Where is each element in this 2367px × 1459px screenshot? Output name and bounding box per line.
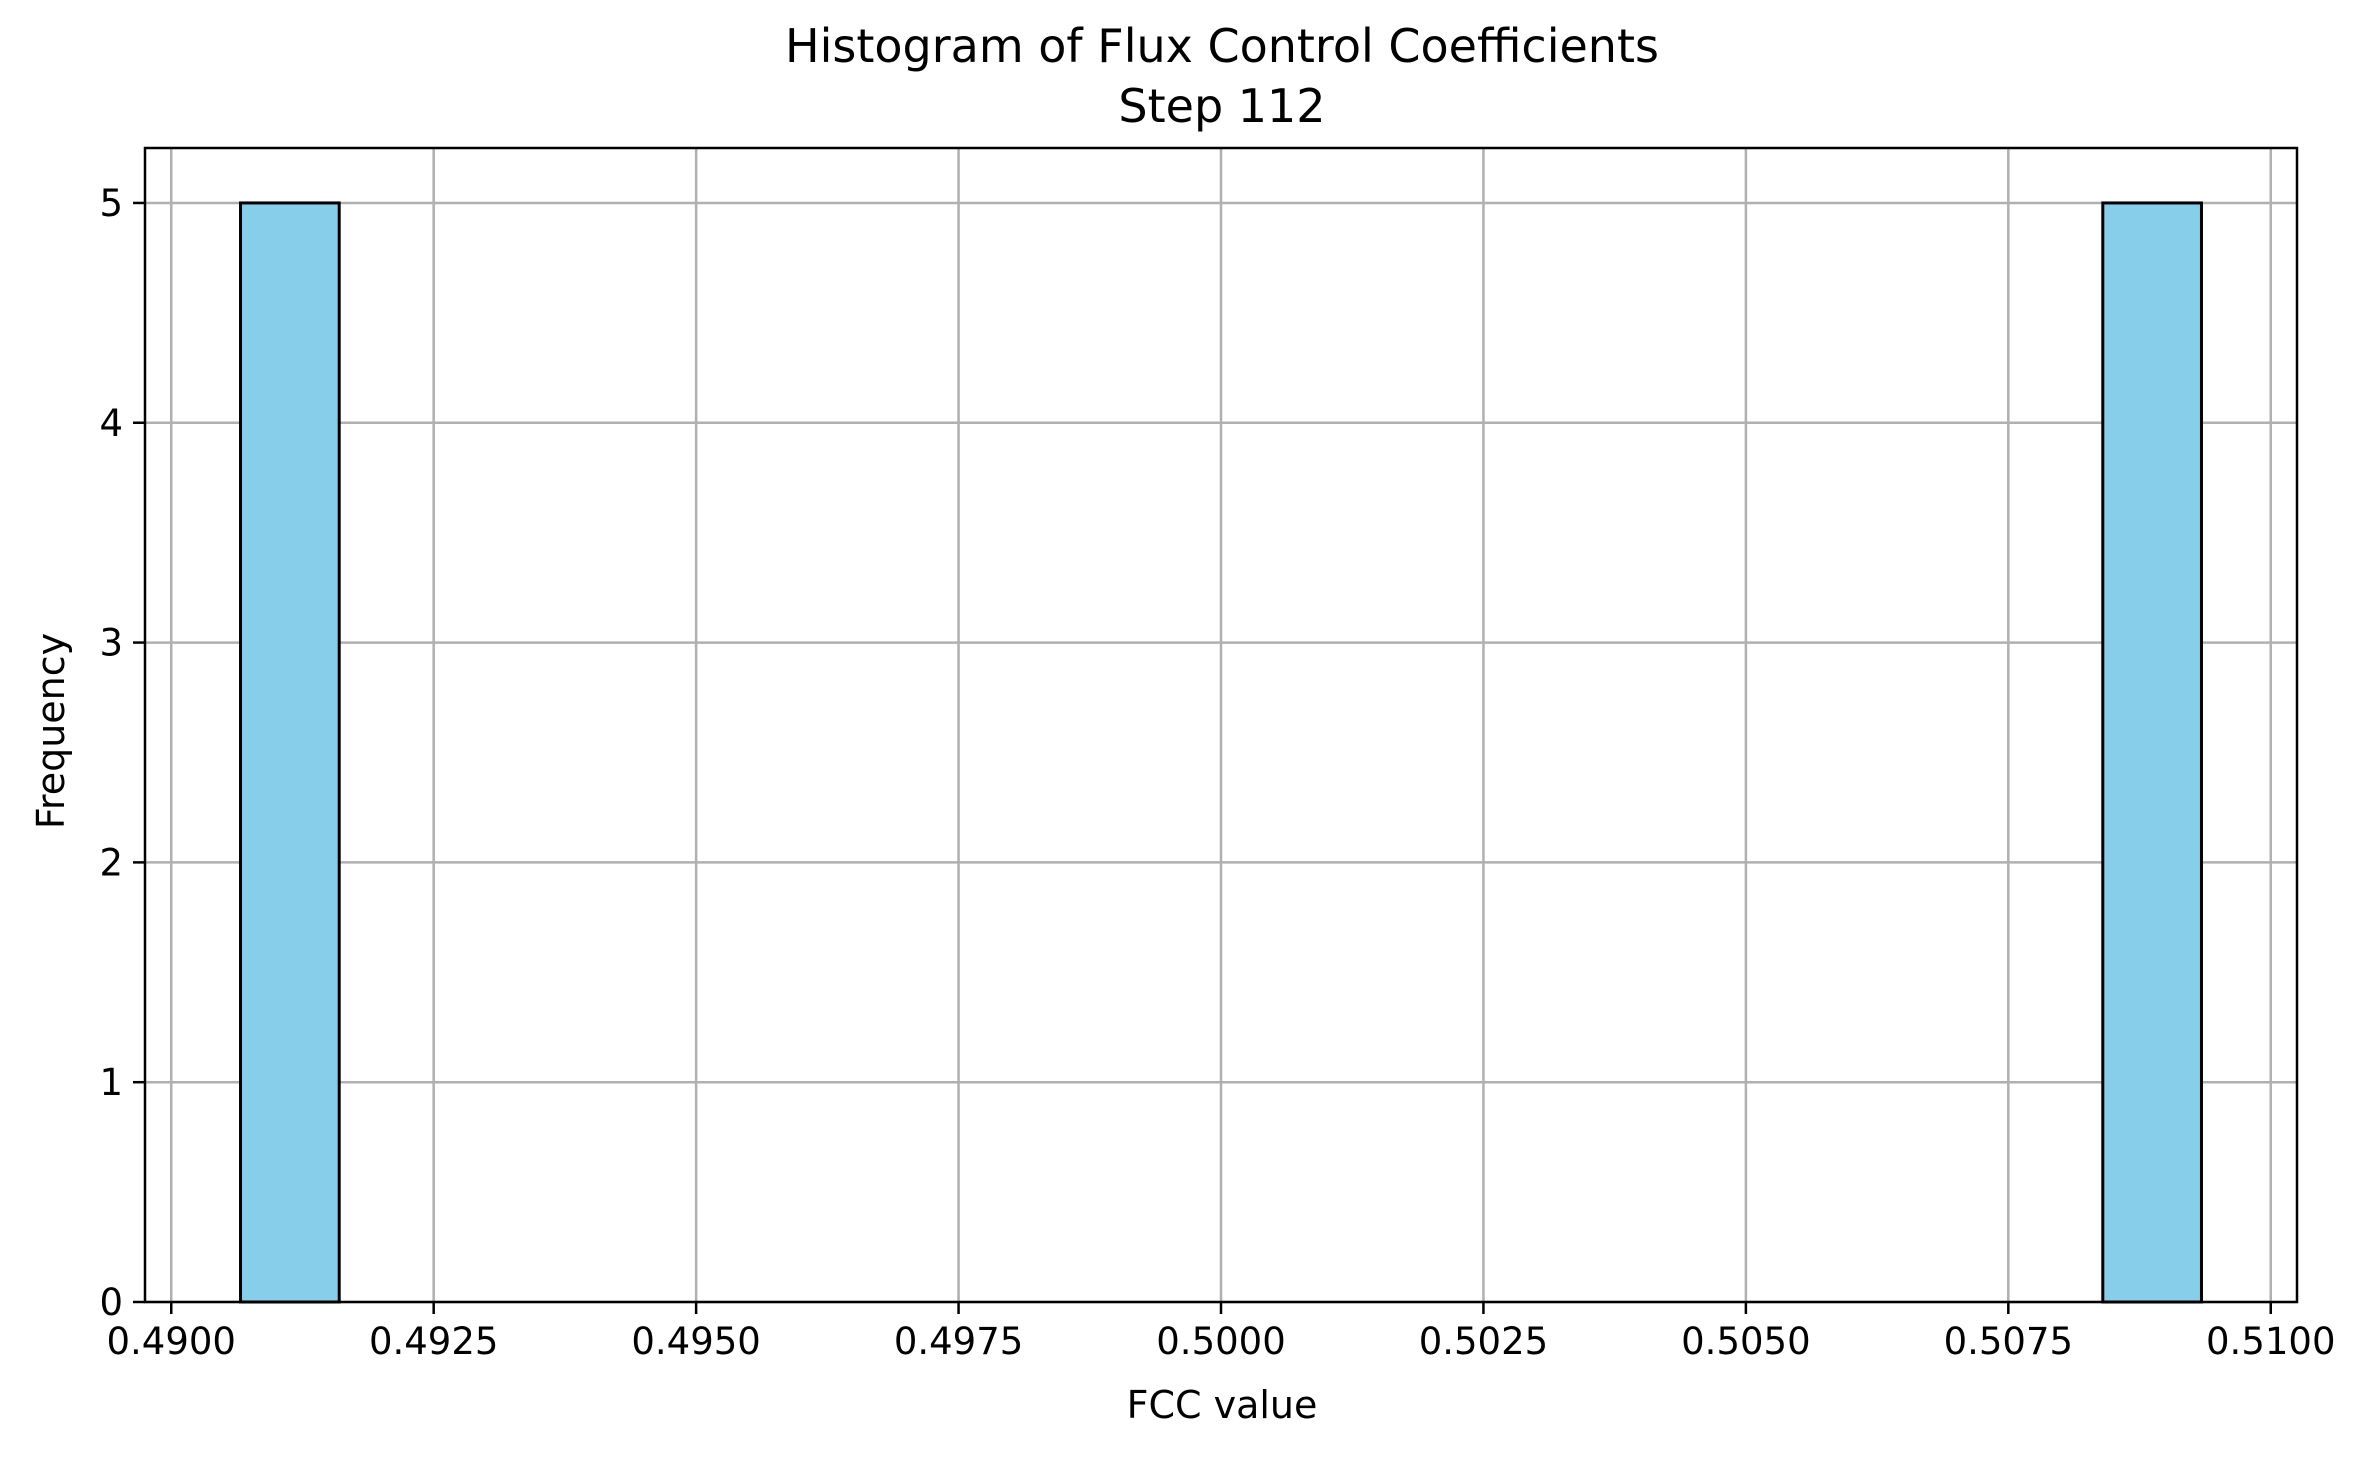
y-tick-label: 5 [99,182,123,225]
x-tick-label: 0.5075 [1944,1320,2073,1363]
y-tick-label: 3 [99,622,123,665]
histogram-bar [2101,201,2203,1304]
x-tick-label: 0.5000 [1156,1320,1285,1363]
x-axis-label: FCC value [1127,1383,1318,1427]
y-axis-label: Frequency [29,633,73,829]
x-axis-ticks: 0.4900 0.4925 0.4950 0.4975 0.5000 0.5025 0.50… [107,1302,2335,1363]
y-tick-label: 0 [99,1281,123,1324]
chart-subtitle: Step 112 [1118,79,1325,133]
y-tick-label: 1 [99,1061,123,1104]
chart-title: Histogram of Flux Control Coefficients [785,19,1659,73]
x-tick-label: 0.5025 [1419,1320,1548,1363]
x-tick-label: 0.5050 [1681,1320,1810,1363]
x-tick-label: 0.4975 [894,1320,1023,1363]
x-tick-label: 0.4925 [369,1320,498,1363]
histogram-bars [239,201,2203,1304]
y-tick-label: 2 [99,841,123,884]
x-tick-label: 0.4900 [107,1320,236,1363]
histogram-bar [239,201,341,1304]
x-tick-label: 0.5100 [2206,1320,2335,1363]
y-tick-label: 4 [99,402,123,445]
x-tick-label: 0.4950 [631,1320,760,1363]
y-axis-ticks: 0 1 2 3 4 5 [99,182,145,1324]
